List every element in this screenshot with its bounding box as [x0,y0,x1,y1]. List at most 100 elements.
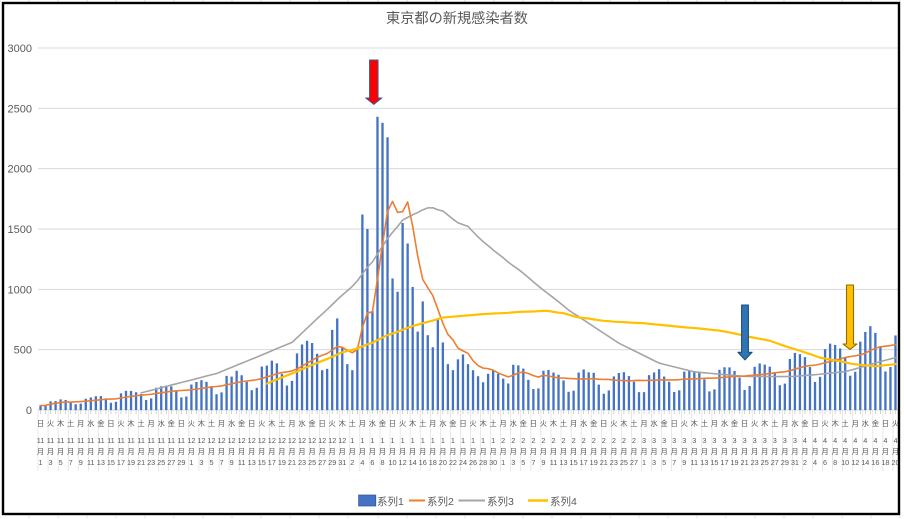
svg-text:月: 月 [560,447,567,456]
svg-text:17: 17 [580,458,588,467]
svg-text:25: 25 [620,458,628,467]
svg-text:月: 月 [781,447,788,456]
svg-text:9: 9 [230,458,234,467]
svg-text:日: 日 [319,419,326,428]
svg-text:日: 日 [37,419,44,428]
svg-text:月: 月 [741,447,748,456]
svg-text:27: 27 [771,458,779,467]
svg-text:月: 月 [550,447,557,456]
svg-text:木: 木 [831,419,839,428]
svg-text:月: 月 [107,447,114,456]
svg-text:水: 水 [298,419,306,428]
svg-text:1: 1 [189,458,193,467]
svg-text:水: 水 [158,419,166,428]
svg-text:月: 月 [158,447,165,456]
svg-text:水: 水 [87,419,95,428]
svg-text:9: 9 [79,458,83,467]
svg-text:月: 月 [801,447,808,456]
svg-text:土: 土 [701,419,708,428]
svg-text:15: 15 [570,458,578,467]
svg-text:金: 金 [520,419,528,428]
svg-text:月: 月 [570,419,577,428]
svg-text:月: 月 [600,447,607,456]
svg-text:4: 4 [863,436,867,445]
svg-text:月: 月 [681,447,688,456]
svg-text:月: 月 [168,447,175,456]
svg-text:28: 28 [479,458,487,467]
svg-text:11: 11 [167,436,175,445]
svg-text:月: 月 [671,447,678,456]
svg-text:27: 27 [630,458,638,467]
svg-text:21: 21 [741,458,749,467]
svg-text:23: 23 [610,458,618,467]
svg-text:日: 日 [671,419,678,428]
svg-text:月: 月 [369,447,376,456]
svg-text:月: 月 [711,447,718,456]
svg-text:火: 火 [610,419,618,428]
svg-text:日: 日 [530,419,537,428]
svg-text:11: 11 [77,436,85,445]
svg-text:木: 木 [761,419,769,428]
svg-text:2: 2 [562,436,566,445]
svg-text:月: 月 [409,447,416,456]
svg-text:21: 21 [600,458,608,467]
svg-text:4: 4 [833,436,837,445]
svg-text:火: 火 [821,419,829,428]
svg-text:土: 土 [630,419,637,428]
svg-text:12: 12 [197,436,205,445]
svg-text:月: 月 [530,447,537,456]
svg-text:火: 火 [329,419,337,428]
svg-text:月: 月 [97,447,104,456]
svg-text:3: 3 [702,436,706,445]
svg-text:19: 19 [127,458,135,467]
svg-text:木: 木 [620,419,628,428]
svg-text:11: 11 [550,458,558,467]
svg-text:月: 月 [47,447,54,456]
svg-text:11: 11 [87,458,95,467]
svg-text:月: 月 [349,447,356,456]
svg-text:日: 日 [882,419,889,428]
svg-text:3: 3 [783,436,787,445]
svg-text:4: 4 [883,436,887,445]
svg-text:月: 月 [731,447,738,456]
svg-text:0: 0 [26,405,32,417]
svg-text:11: 11 [67,436,75,445]
svg-text:17: 17 [117,458,125,467]
svg-text:4: 4 [360,458,364,467]
svg-text:5: 5 [521,458,525,467]
svg-text:1: 1 [501,458,505,467]
svg-text:日: 日 [741,419,748,428]
svg-text:9: 9 [541,458,545,467]
svg-text:月: 月 [87,447,94,456]
svg-text:11: 11 [87,436,95,445]
svg-text:4: 4 [853,436,857,445]
svg-text:11: 11 [178,436,186,445]
svg-text:月: 月 [178,447,185,456]
svg-text:土: 土 [349,419,356,428]
svg-text:8: 8 [833,458,837,467]
svg-text:月: 月 [852,419,859,428]
svg-text:月: 月 [459,447,466,456]
svg-text:3: 3 [692,436,696,445]
svg-text:土: 土 [137,419,144,428]
svg-text:月: 月 [831,447,838,456]
svg-text:月: 月 [469,447,476,456]
svg-text:土: 土 [278,419,285,428]
svg-text:7: 7 [220,458,224,467]
svg-text:1500: 1500 [8,224,32,236]
svg-text:7: 7 [672,458,676,467]
svg-text:3: 3 [753,436,757,445]
svg-text:2000: 2000 [8,164,32,176]
svg-text:11: 11 [57,436,65,445]
svg-text:6: 6 [370,458,374,467]
svg-text:2: 2 [602,436,606,445]
svg-text:月: 月 [77,419,84,428]
svg-text:土: 土 [771,419,778,428]
svg-text:3: 3 [662,436,666,445]
svg-text:3: 3 [743,436,747,445]
svg-text:11: 11 [37,436,45,445]
svg-text:土: 土 [419,419,426,428]
svg-text:木: 木 [339,419,347,428]
svg-text:13: 13 [559,458,567,467]
svg-text:月: 月 [520,447,527,456]
